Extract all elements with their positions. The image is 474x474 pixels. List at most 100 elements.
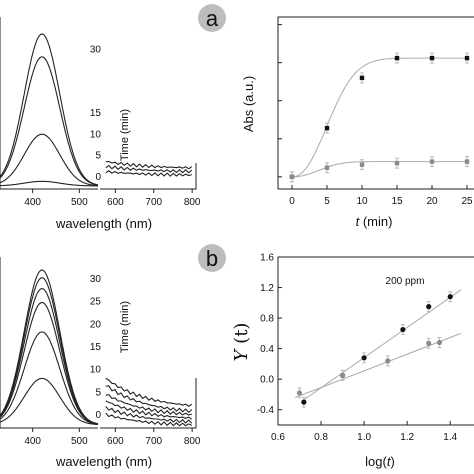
b-inset-xtick-label-3: 800 [184, 436, 201, 447]
b-spectra-curve-4 [0, 301, 99, 425]
a-kinetics-xticks: 0 5 10 15 20 25 [289, 185, 473, 207]
a-kinetics-point-1-6 [464, 52, 470, 64]
a-inset-yticks: 0 5 10 15 30 [90, 44, 102, 183]
b-log-xtick-label-3: 1.0 [357, 432, 371, 443]
a-spectra-xlabel: wavelength (nm) [55, 216, 152, 231]
b-log-xtick-label-4: 1.2 [400, 432, 414, 443]
a-spectra-curve-4 [0, 180, 98, 187]
a-kinetics-point-2-2 [324, 162, 330, 174]
panel-b-inset: 600 700 800 0 5 10 15 20 25 30 Time (min) [90, 274, 201, 447]
a-inset-xtick-label-1: 600 [107, 197, 124, 208]
a-kinetics-frame [277, 16, 474, 190]
b-log-fit-2 [295, 332, 462, 398]
b-spectra-frame [0, 257, 98, 429]
b-log-ylabel-var: Y [231, 347, 252, 361]
a-inset-curve-3 [105, 170, 192, 177]
a-kinetics-fit-1 [291, 57, 467, 178]
b-log-point-1-1 [301, 396, 307, 408]
a-kinetics-xlabel: t (min) [356, 214, 393, 229]
b-spectra-curve-5 [0, 331, 99, 425]
b-inset-xtick-label-1: 600 [107, 436, 124, 447]
badge-b-label: b [206, 246, 218, 271]
b-log-frame [277, 256, 474, 426]
a-inset-xtick-label-2: 700 [145, 197, 162, 208]
a-inset-ytick-label-4: 15 [90, 108, 102, 119]
b-inset-ylabel: Time (min) [119, 301, 131, 353]
b-inset-ytick-label-3: 10 [90, 365, 102, 376]
b-log-ytick-label-6: 1.6 [260, 253, 274, 264]
b-log-yticks: -0.4 0.0 0.4 0.8 1.2 1.6 [257, 253, 282, 416]
b-log-point-1-5 [426, 301, 432, 313]
a-inset-xtick-label-3: 800 [184, 197, 201, 208]
b-log-fit-1 [303, 289, 462, 401]
b-spectra-curve-6 [0, 377, 98, 426]
b-log-points [296, 291, 453, 408]
b-log-point-1-4 [400, 324, 406, 336]
a-inset-xticks: 600 700 800 [107, 189, 201, 208]
a-kinetics-yticks [278, 24, 282, 178]
badge-a-label: a [206, 6, 219, 31]
panel-badge-b: b [198, 244, 226, 272]
a-kinetics-fit-2 [292, 161, 467, 178]
a-kinetics-point-1-5 [429, 52, 435, 64]
a-spectra-xticks: 400 500 [24, 189, 88, 208]
b-log-ylabel-suffix: (t) [231, 323, 252, 350]
b-log-point-2-5 [436, 337, 443, 349]
b-log-xlabel: log(t) [365, 454, 395, 469]
b-log-xtick-label-5: 1.4 [443, 432, 457, 443]
b-inset-xtick-label-2: 700 [145, 436, 162, 447]
b-log-xlabel-prefix: log( [365, 454, 387, 469]
b-log-ytick-label-4: 0.8 [260, 314, 274, 325]
b-log-xtick-label-2: 0.8 [314, 432, 328, 443]
b-log-point-2-3 [385, 355, 391, 367]
b-inset-ytick-label-5: 20 [90, 319, 102, 330]
a-kinetics-points [289, 52, 470, 183]
a-inset-ylabel: Time (min) [119, 109, 131, 161]
a-inset-ytick-label-7: 30 [90, 44, 102, 55]
a-kinetics-xtick-label-3: 10 [356, 196, 368, 207]
b-inset-yticks: 0 5 10 15 20 25 30 [90, 274, 102, 421]
b-inset-curve-4 [105, 400, 193, 420]
b-log-xlabel-var: t [387, 454, 392, 469]
b-inset-ytick-label-4: 15 [90, 342, 102, 353]
b-inset-xticks: 600 700 800 [107, 428, 201, 447]
b-log-point-2-1 [296, 387, 303, 399]
a-kinetics-point-2-4 [394, 157, 400, 169]
panel-a-spectra: 400 500 wavelength (nm) [0, 17, 152, 231]
panel-b-log: 0.6 0.8 1.0 1.2 1.4 -0.4 0.0 0.4 0.8 1.2 1.6 200 … [231, 253, 474, 469]
b-log-point-2-2 [339, 369, 346, 381]
b-inset-curve-3 [105, 393, 192, 416]
panel-badge-a: a [198, 4, 226, 32]
panel-a-inset: 600 700 800 0 5 10 15 30 Time (min) [90, 44, 201, 208]
a-kinetics-fits [291, 57, 467, 178]
b-log-ytick-label-3: 0.4 [260, 344, 274, 355]
badge-a-circle [198, 4, 226, 32]
a-inset-ytick-label-1: 0 [95, 172, 101, 183]
b-inset-ytick-label-1: 0 [95, 410, 101, 421]
b-inset-curves [105, 377, 193, 427]
a-spectra-curves [0, 33, 99, 187]
a-kinetics-xtick-label-1: 0 [289, 196, 295, 207]
a-kinetics-point-1-2 [324, 122, 330, 134]
b-spectra-xticks: 400 500 [24, 428, 88, 447]
b-spectra-curve-3 [0, 288, 99, 425]
a-kinetics-xtick-label-2: 5 [324, 196, 330, 207]
b-spectra-curve-1 [0, 269, 99, 425]
a-spectra-frame [0, 17, 98, 190]
b-log-ytick-label-2: 0.0 [260, 375, 274, 386]
a-kinetics-xtick-label-4: 15 [391, 196, 403, 207]
b-log-xtick-label-1: 0.6 [271, 432, 285, 443]
b-spectra-xlabel: wavelength (nm) [55, 454, 152, 469]
a-spectra-xtick-label-2: 500 [71, 197, 88, 208]
b-log-fits [295, 289, 462, 401]
a-spectra-curve-1 [0, 33, 99, 186]
b-inset-curve-6 [105, 412, 193, 427]
a-kinetics-xlabel-unit: (min) [359, 214, 392, 229]
panel-a-kinetics: 0 5 10 15 20 25 Abs (a.u.) t (min) [241, 16, 474, 229]
a-spectra-xtick-label-1: 400 [24, 197, 41, 208]
b-log-ylabel: Y (t) [231, 323, 252, 362]
a-kinetics-point-2-3 [359, 159, 365, 171]
a-kinetics-xtick-label-6: 25 [461, 196, 473, 207]
b-spectra-xtick-label-1: 400 [24, 436, 41, 447]
